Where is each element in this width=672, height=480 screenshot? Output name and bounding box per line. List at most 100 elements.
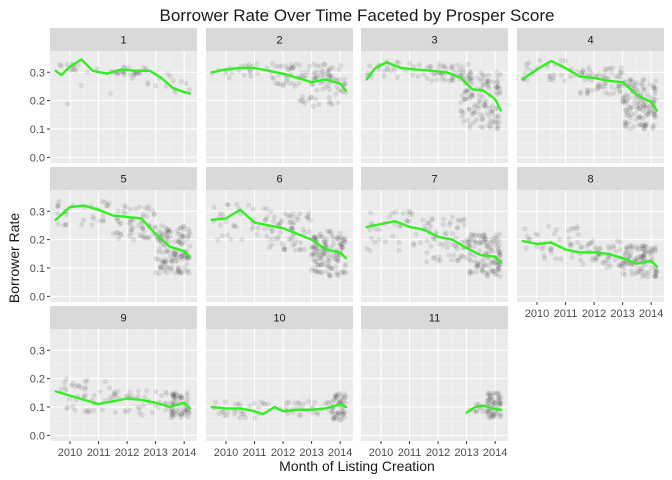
data-point bbox=[223, 70, 229, 76]
data-point bbox=[269, 228, 275, 234]
data-point bbox=[315, 411, 321, 417]
panel-background bbox=[517, 190, 664, 302]
data-point bbox=[222, 399, 229, 405]
data-point bbox=[172, 394, 178, 400]
data-point bbox=[286, 399, 292, 405]
data-point bbox=[436, 254, 442, 260]
data-point bbox=[289, 214, 295, 220]
data-point bbox=[172, 397, 178, 403]
data-point bbox=[640, 86, 646, 92]
data-point bbox=[562, 58, 568, 64]
data-point bbox=[406, 218, 412, 224]
data-point bbox=[533, 231, 539, 237]
data-point bbox=[390, 233, 396, 239]
data-point bbox=[490, 103, 496, 109]
data-point bbox=[643, 269, 649, 275]
data-point bbox=[393, 209, 399, 215]
data-point bbox=[498, 400, 504, 407]
data-point bbox=[179, 270, 185, 276]
data-point bbox=[479, 75, 485, 82]
data-point bbox=[317, 63, 323, 69]
data-point bbox=[104, 202, 110, 209]
data-point bbox=[376, 236, 382, 243]
data-point bbox=[296, 62, 303, 68]
data-point bbox=[550, 75, 556, 81]
data-point bbox=[633, 270, 639, 276]
data-point bbox=[333, 256, 339, 262]
panel-background bbox=[206, 329, 353, 441]
data-point bbox=[184, 256, 190, 262]
data-point bbox=[156, 228, 163, 235]
data-point bbox=[491, 401, 497, 407]
data-point bbox=[179, 254, 185, 260]
data-point bbox=[475, 105, 481, 111]
data-point bbox=[642, 272, 648, 278]
data-point bbox=[549, 246, 555, 252]
smooth-trend-line bbox=[210, 66, 348, 92]
data-point bbox=[640, 255, 647, 261]
data-point bbox=[303, 72, 309, 78]
data-point bbox=[469, 78, 475, 84]
data-point bbox=[558, 57, 564, 64]
data-point bbox=[569, 225, 575, 231]
data-point bbox=[124, 393, 130, 399]
data-point bbox=[466, 106, 472, 112]
data-point bbox=[648, 265, 654, 271]
data-point bbox=[325, 257, 331, 263]
gridlines bbox=[517, 190, 664, 302]
data-point bbox=[339, 408, 345, 414]
data-point bbox=[596, 71, 602, 77]
data-point bbox=[524, 65, 531, 71]
data-point bbox=[633, 82, 639, 88]
data-point bbox=[310, 243, 316, 249]
data-point bbox=[310, 103, 316, 109]
data-point bbox=[163, 257, 169, 263]
data-point bbox=[118, 231, 124, 238]
data-point bbox=[135, 388, 141, 395]
data-point bbox=[627, 126, 634, 132]
data-point bbox=[644, 105, 650, 111]
data-point bbox=[313, 75, 319, 81]
data-point bbox=[488, 247, 494, 253]
data-point bbox=[392, 222, 398, 228]
data-point bbox=[158, 264, 164, 270]
data-point bbox=[331, 255, 337, 262]
data-point bbox=[647, 110, 653, 116]
data-point bbox=[651, 83, 657, 89]
data-point bbox=[341, 411, 347, 417]
data-point bbox=[491, 268, 497, 274]
data-point bbox=[396, 60, 402, 66]
data-point bbox=[634, 79, 640, 85]
data-point bbox=[620, 98, 626, 104]
data-point bbox=[175, 265, 181, 271]
data-point bbox=[186, 410, 192, 416]
data-point bbox=[232, 411, 238, 417]
data-point bbox=[631, 99, 637, 106]
data-point bbox=[621, 99, 627, 105]
data-point bbox=[449, 241, 455, 247]
data-point bbox=[638, 121, 644, 128]
data-point bbox=[314, 262, 320, 268]
data-point bbox=[610, 245, 617, 251]
data-point bbox=[315, 249, 321, 255]
data-point bbox=[170, 78, 176, 84]
data-point bbox=[127, 233, 133, 239]
data-point bbox=[159, 392, 165, 398]
data-point bbox=[171, 252, 177, 258]
data-point bbox=[634, 270, 641, 276]
data-point bbox=[620, 95, 626, 101]
data-point bbox=[615, 238, 621, 244]
data-point bbox=[326, 73, 332, 79]
data-point bbox=[462, 238, 468, 245]
data-point bbox=[616, 262, 622, 268]
data-point bbox=[120, 208, 126, 215]
data-point bbox=[168, 408, 174, 414]
data-point bbox=[465, 61, 471, 67]
data-point bbox=[454, 225, 461, 231]
x-tick-label: 2014 bbox=[483, 447, 507, 459]
scatter-points bbox=[520, 57, 659, 132]
data-point bbox=[653, 269, 659, 275]
data-point bbox=[454, 257, 460, 263]
data-point bbox=[337, 240, 343, 246]
